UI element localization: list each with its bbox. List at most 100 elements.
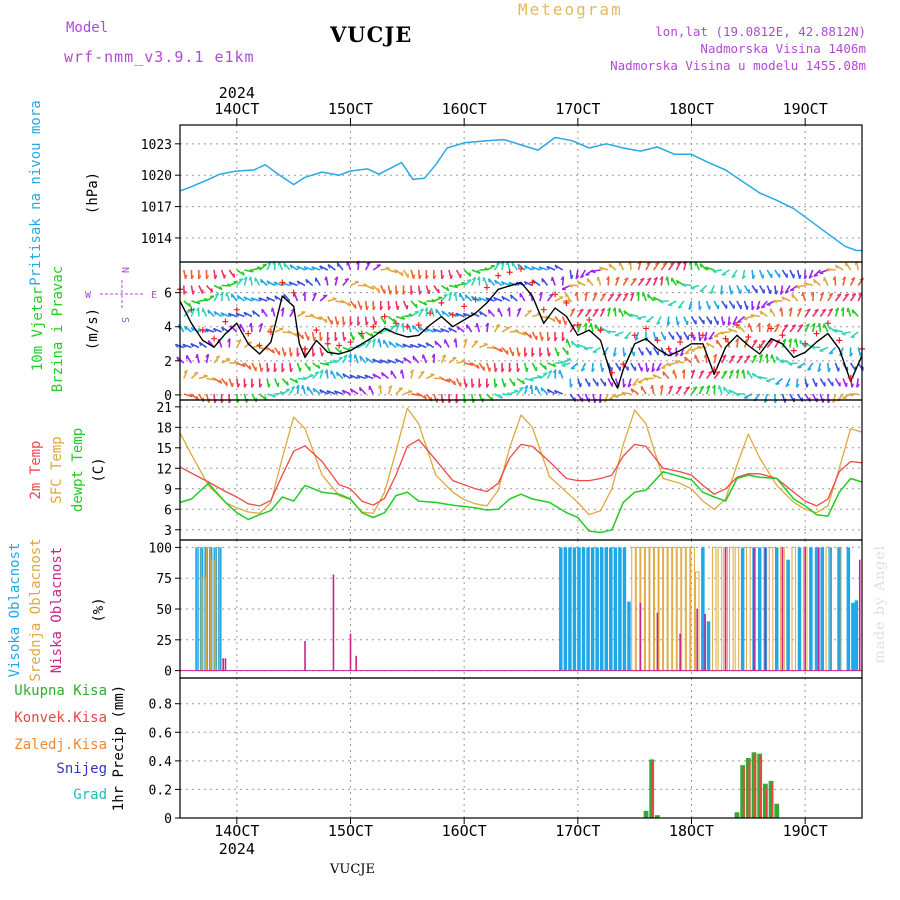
wind-arrow-head bbox=[237, 338, 242, 343]
wind-arrow-head bbox=[364, 374, 368, 379]
wind-arrow-head bbox=[822, 398, 825, 403]
top-year-label: 2024 bbox=[219, 84, 255, 102]
wind-arrow bbox=[751, 269, 754, 280]
wind-arrow bbox=[630, 388, 639, 395]
wind-arrow bbox=[705, 353, 708, 364]
wind-arrow bbox=[260, 278, 268, 287]
wind-arrow bbox=[842, 378, 848, 388]
wind-arrow bbox=[668, 331, 675, 341]
wind-arrow-head bbox=[388, 385, 393, 389]
cloud-high-bar bbox=[775, 547, 779, 671]
wind-arrow-head bbox=[550, 276, 553, 282]
wind-arrow bbox=[501, 378, 506, 388]
wind-arrow bbox=[818, 322, 822, 333]
wind-arrow-head bbox=[828, 368, 831, 373]
wind-gust-marker bbox=[449, 311, 456, 318]
wind-arrow bbox=[283, 293, 291, 302]
wind-arrow bbox=[417, 269, 421, 280]
wind-gust-marker bbox=[290, 289, 297, 296]
bottom-time-label: 16OCT bbox=[442, 822, 487, 840]
wind-arrow bbox=[775, 377, 783, 385]
wind-arrow-head bbox=[452, 356, 457, 359]
wind-arrow bbox=[765, 377, 776, 382]
wind-gust-marker bbox=[358, 330, 365, 337]
wind-arrow-head bbox=[764, 353, 768, 358]
wind-arrow-head bbox=[195, 353, 198, 359]
wind-arrow bbox=[575, 269, 579, 279]
wind-arrow bbox=[569, 308, 576, 317]
cloud-high-bar bbox=[820, 547, 824, 671]
wind-arrow bbox=[796, 324, 804, 333]
wind-arrow bbox=[808, 269, 814, 279]
wind-arrow-head bbox=[601, 367, 605, 373]
wind-arrow bbox=[690, 316, 697, 325]
wind-arrow bbox=[614, 307, 617, 317]
wind-arrow bbox=[463, 338, 468, 348]
wind-arrow-head bbox=[587, 308, 592, 312]
wind-arrow bbox=[497, 307, 503, 317]
wind-arrow-head bbox=[720, 332, 725, 336]
wind-arrow bbox=[634, 331, 640, 341]
wind-arrow bbox=[607, 276, 610, 286]
wind-arrow bbox=[465, 324, 473, 333]
wind-arrow bbox=[293, 292, 299, 302]
wind-arrow bbox=[448, 327, 457, 333]
wind-arrow-head bbox=[386, 359, 391, 364]
wind-arrow-head bbox=[235, 312, 240, 317]
wind-arrow-head bbox=[819, 272, 824, 275]
wind-arrow bbox=[834, 328, 844, 333]
wind-arrow bbox=[743, 285, 750, 294]
wind-arrow-head bbox=[190, 343, 194, 348]
wind-arrow-head bbox=[441, 275, 445, 280]
wind-gust-marker bbox=[313, 327, 320, 334]
wind-arrow bbox=[637, 347, 644, 356]
wind-arrow-head bbox=[624, 277, 629, 281]
wind-arrow-head bbox=[513, 389, 519, 392]
wind-arrow bbox=[684, 346, 693, 355]
wind-arrow bbox=[456, 325, 465, 333]
wind-arrow-head bbox=[176, 356, 180, 362]
wind-arrow-head bbox=[647, 294, 650, 299]
wind-arrow bbox=[228, 269, 236, 278]
wind-arrow bbox=[565, 292, 571, 302]
wind-arrow-head bbox=[336, 321, 340, 326]
wind-arrow-head bbox=[186, 309, 191, 313]
cloud-low-label: Niska Oblacnost bbox=[49, 547, 65, 673]
wind-arrow bbox=[539, 372, 548, 380]
wind-arrow bbox=[775, 355, 784, 364]
wind-arrow bbox=[577, 308, 584, 317]
wind-arrow-head bbox=[728, 389, 732, 394]
wind-arrow-head bbox=[654, 262, 660, 266]
wind-arrow bbox=[721, 316, 725, 326]
wind-arrow bbox=[766, 339, 774, 348]
wind-arrow-head bbox=[219, 291, 224, 296]
wind-arrow-head bbox=[575, 275, 580, 280]
wind-arrow bbox=[213, 393, 216, 404]
wind-arrow bbox=[236, 378, 239, 388]
wind-gust-marker bbox=[847, 374, 854, 381]
wind-arrow bbox=[506, 261, 511, 271]
wind-arrow-head bbox=[273, 368, 278, 373]
wind-arrow bbox=[206, 295, 215, 302]
wind-arrow bbox=[441, 310, 450, 318]
wind-arrow-head bbox=[333, 390, 338, 395]
wind-arrow-head bbox=[366, 305, 369, 311]
wind-gust-marker bbox=[415, 322, 422, 329]
cloud-mid-bar bbox=[685, 546, 691, 672]
wind-arrow-head bbox=[653, 276, 658, 281]
wind-arrow-head bbox=[500, 281, 505, 286]
wind-arrow bbox=[258, 297, 268, 302]
wind-arrow bbox=[580, 362, 587, 372]
wind-gust-marker bbox=[790, 347, 797, 354]
wind-arrow bbox=[349, 374, 359, 380]
wind-arrow-head bbox=[761, 339, 766, 343]
wind-arrow-head bbox=[630, 388, 634, 393]
wind-arrow-head bbox=[791, 293, 794, 298]
wind-arrow-head bbox=[752, 354, 757, 358]
precip-total-bar bbox=[643, 810, 649, 818]
wind-arrow-head bbox=[634, 337, 639, 341]
wind-arrow bbox=[570, 362, 579, 370]
wind-arrow bbox=[554, 389, 563, 395]
wind-arrow bbox=[855, 261, 859, 271]
wind-arrow-head bbox=[495, 323, 500, 327]
